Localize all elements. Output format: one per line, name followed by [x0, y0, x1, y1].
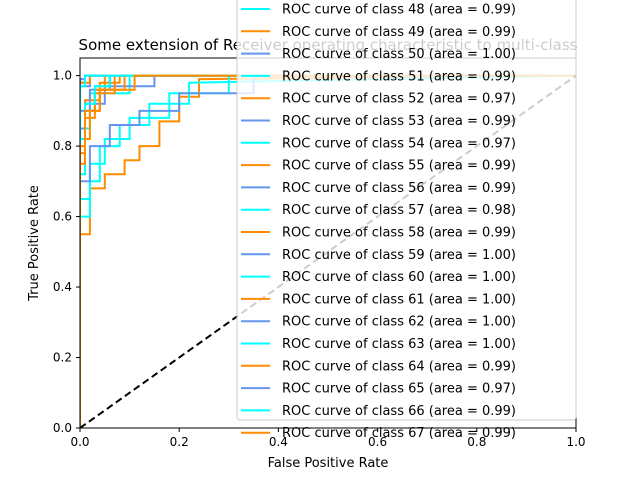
- legend-label: ROC curve of class 61 (area = 1.00): [282, 292, 516, 307]
- legend-label: ROC curve of class 49 (area = 0.99): [282, 25, 516, 40]
- legend-label: ROC curve of class 55 (area = 0.99): [282, 159, 516, 174]
- legend-label: ROC curve of class 52 (area = 0.97): [282, 92, 516, 107]
- legend-label: ROC curve of class 54 (area = 0.97): [282, 136, 516, 151]
- legend-label: ROC curve of class 57 (area = 0.98): [282, 203, 516, 218]
- y-tick-label: 0.6: [53, 210, 72, 224]
- legend-label: ROC curve of class 63 (area = 1.00): [282, 337, 516, 352]
- legend-label: ROC curve of class 50 (area = 1.00): [282, 47, 516, 62]
- legend-label: ROC curve of class 66 (area = 0.99): [282, 404, 516, 419]
- legend-label: ROC curve of class 58 (area = 0.99): [282, 226, 516, 241]
- x-tick-label: 0.2: [170, 435, 189, 449]
- y-axis-label: True Positive Rate: [27, 185, 42, 302]
- x-tick-label: 0.0: [70, 435, 89, 449]
- legend-label: ROC curve of class 62 (area = 1.00): [282, 315, 516, 330]
- legend-label: ROC curve of class 51 (area = 0.99): [282, 69, 516, 84]
- x-axis-label: False Positive Rate: [268, 456, 389, 471]
- y-tick-label: 0.8: [53, 139, 72, 153]
- legend-label: ROC curve of class 59 (area = 1.00): [282, 248, 516, 263]
- legend-label: ROC curve of class 65 (area = 0.97): [282, 382, 516, 397]
- y-tick-label: 1.0: [53, 69, 72, 83]
- legend-label: ROC curve of class 48 (area = 0.99): [282, 3, 516, 18]
- legend-label: ROC curve of class 64 (area = 0.99): [282, 359, 516, 374]
- y-tick-label: 0.4: [53, 280, 72, 294]
- legend: ROC curve of class 48 (area = 0.99) ROC c…: [237, 0, 576, 441]
- legend-label: ROC curve of class 60 (area = 1.00): [282, 270, 516, 285]
- x-tick-label: 1.0: [566, 435, 585, 449]
- legend-label: ROC curve of class 53 (area = 0.99): [282, 114, 516, 129]
- y-tick-label: 0.2: [53, 351, 72, 365]
- y-tick-label: 0.0: [53, 421, 72, 435]
- legend-label: ROC curve of class 67 (area = 0.99): [282, 426, 516, 441]
- legend-label: ROC curve of class 56 (area = 0.99): [282, 181, 516, 196]
